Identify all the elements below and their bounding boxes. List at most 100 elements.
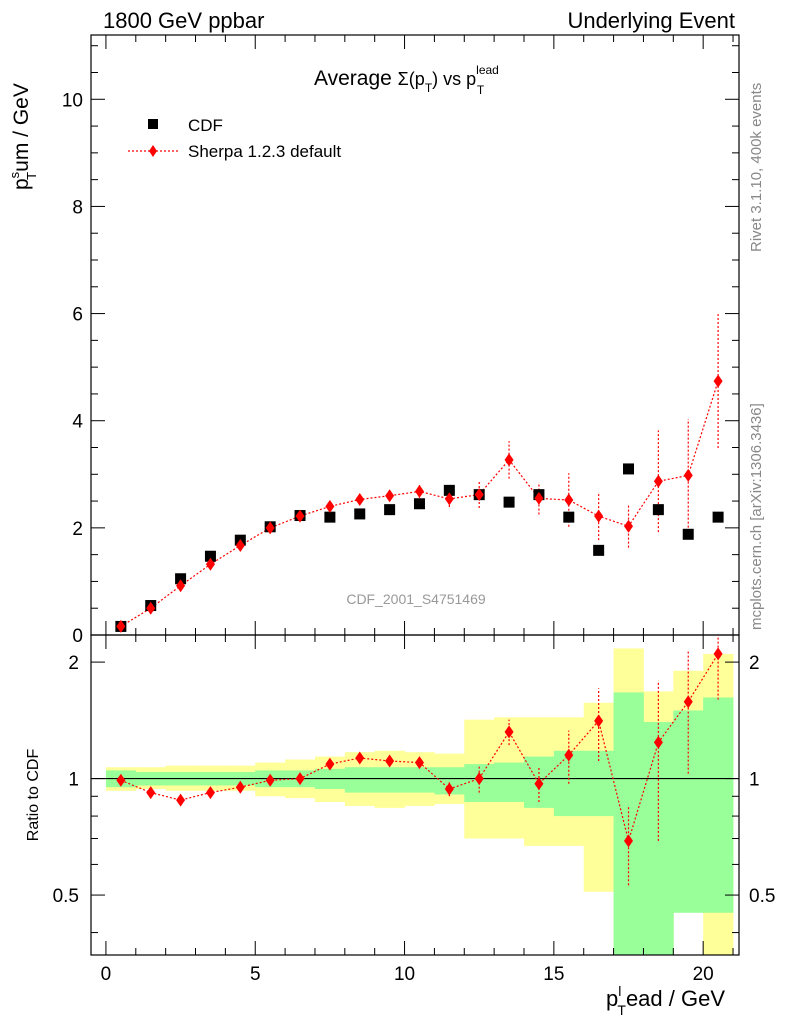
ratio-point bbox=[474, 772, 484, 786]
cdf-point bbox=[413, 498, 425, 510]
xlabel-sub: T bbox=[617, 1002, 626, 1018]
cdf-point bbox=[324, 511, 336, 523]
sherpa-point bbox=[683, 468, 693, 482]
analysis-watermark: CDF_2001_S4751469 bbox=[346, 591, 486, 607]
ratio-sherpa-points bbox=[116, 647, 723, 848]
cdf-point bbox=[563, 511, 575, 523]
cdf-point bbox=[503, 496, 515, 508]
ratio-point bbox=[564, 748, 574, 762]
main-ytick-label: 10 bbox=[62, 90, 83, 111]
sherpa-point bbox=[265, 521, 275, 535]
sherpa-point bbox=[414, 484, 424, 498]
sherpa-point bbox=[624, 519, 634, 533]
ratio-point bbox=[385, 754, 395, 768]
sherpa-point bbox=[564, 493, 574, 507]
ratio-point bbox=[116, 773, 126, 787]
ratio-inner-band-bin bbox=[404, 767, 435, 793]
ratio-inner-band-bin bbox=[643, 722, 674, 955]
main-title-prefix: Average bbox=[314, 67, 398, 90]
ratio-plot-area bbox=[91, 635, 739, 955]
ratio-point bbox=[653, 735, 663, 749]
sherpa-point bbox=[205, 557, 215, 571]
cdf-point bbox=[593, 544, 605, 556]
main-title-sigma: Σ(p bbox=[398, 69, 425, 89]
ratio-panel: 0.5 0.51 12 20 5 10 15 20 Ratio to CDF pl Tead /… bbox=[25, 634, 775, 1018]
ratio-xtick-label: 15 bbox=[543, 964, 564, 985]
ratio-point bbox=[235, 780, 245, 794]
cdf-point bbox=[682, 528, 694, 540]
ratio-inner-band-bin bbox=[374, 767, 405, 793]
legend-cdf-label: CDF bbox=[188, 116, 223, 135]
sherpa-point bbox=[444, 492, 454, 506]
legend-sherpa-label: Sherpa 1.2.3 default bbox=[188, 142, 341, 161]
ratio-point bbox=[624, 834, 634, 848]
ratio-ticks: 0.5 0.51 12 20 5 10 15 20 bbox=[53, 635, 775, 985]
sherpa-point bbox=[325, 499, 335, 513]
ratio-point bbox=[205, 786, 215, 800]
ratio-ylabel: Ratio to CDF bbox=[25, 749, 42, 842]
main-ylabel: ps Tum / GeV bbox=[7, 83, 39, 190]
ratio-point bbox=[295, 772, 305, 786]
ratio-xtick-label: 20 bbox=[693, 964, 714, 985]
ratio-inner-band-bin bbox=[494, 762, 525, 802]
ratio-inner-band bbox=[105, 692, 734, 955]
rivet-label: Rivet 3.1.10, 400k events bbox=[748, 83, 765, 252]
ratio-inner-band-bin bbox=[344, 767, 376, 793]
sherpa-point bbox=[534, 491, 544, 505]
main-title-sub2: T bbox=[477, 83, 485, 97]
ratio-frame bbox=[90, 634, 740, 956]
ratio-point bbox=[325, 757, 335, 771]
main-ylabel-base: p bbox=[10, 178, 33, 190]
ratio-ytick-label-right: 1 bbox=[749, 770, 760, 791]
xlabel-sup: l bbox=[618, 983, 621, 999]
main-ylabel-rest: um / GeV bbox=[10, 83, 33, 172]
ratio-xlabel: pl Tead / GeV bbox=[606, 983, 725, 1018]
sherpa-point bbox=[504, 453, 514, 467]
cdf-point bbox=[652, 504, 664, 516]
ratio-point bbox=[176, 793, 186, 807]
main-ytick-label: 8 bbox=[72, 197, 83, 218]
ratio-point bbox=[444, 782, 454, 796]
ratio-point bbox=[504, 725, 514, 739]
ratio-inner-band-bin bbox=[583, 750, 614, 817]
ratio-inner-band-bin bbox=[703, 697, 734, 913]
ratio-point bbox=[683, 695, 693, 709]
main-ticks: 0 2 4 6 8 10 bbox=[62, 35, 739, 647]
ratio-xtick-label: 10 bbox=[394, 964, 415, 985]
sherpa-point bbox=[474, 488, 484, 502]
ratio-ytick-label-left: 1 bbox=[68, 770, 79, 791]
sherpa-point bbox=[713, 374, 723, 388]
ratio-ytick-label-right: 2 bbox=[749, 653, 760, 674]
ratio-xtick-label: 0 bbox=[101, 964, 112, 985]
main-ytick-label: 6 bbox=[72, 305, 83, 326]
main-title-sup2: lead bbox=[476, 63, 499, 77]
ratio-point bbox=[713, 647, 723, 661]
ratio-point bbox=[534, 777, 544, 791]
ratio-ytick-label-left: 0.5 bbox=[53, 886, 79, 907]
sherpa-point bbox=[594, 509, 604, 523]
legend-sherpa-marker bbox=[149, 145, 157, 157]
main-title-mid: ) vs p bbox=[432, 69, 476, 89]
main-ytick-label: 4 bbox=[72, 412, 83, 433]
header-left: 1800 GeV ppbar bbox=[103, 8, 264, 33]
ratio-point bbox=[594, 714, 604, 728]
main-ytick-label: 2 bbox=[72, 519, 83, 540]
cdf-point bbox=[443, 484, 455, 496]
ratio-point bbox=[265, 773, 275, 787]
sherpa-points bbox=[116, 374, 723, 633]
ratio-point bbox=[414, 756, 424, 770]
cdf-point bbox=[712, 511, 724, 523]
ratio-point bbox=[355, 751, 365, 765]
sherpa-point bbox=[295, 509, 305, 523]
main-ylabel-sub: T bbox=[24, 172, 39, 180]
sherpa-point bbox=[385, 489, 395, 503]
legend-cdf-marker bbox=[148, 119, 158, 129]
sherpa-point bbox=[116, 619, 126, 633]
main-title: Average Σ(pT) vs plead T bbox=[314, 63, 499, 97]
sherpa-point bbox=[235, 539, 245, 553]
sherpa-point bbox=[653, 474, 663, 488]
sherpa-point bbox=[355, 492, 365, 506]
mcplots-label: mcplots.cern.ch [arXiv:1306.3436] bbox=[748, 403, 765, 630]
